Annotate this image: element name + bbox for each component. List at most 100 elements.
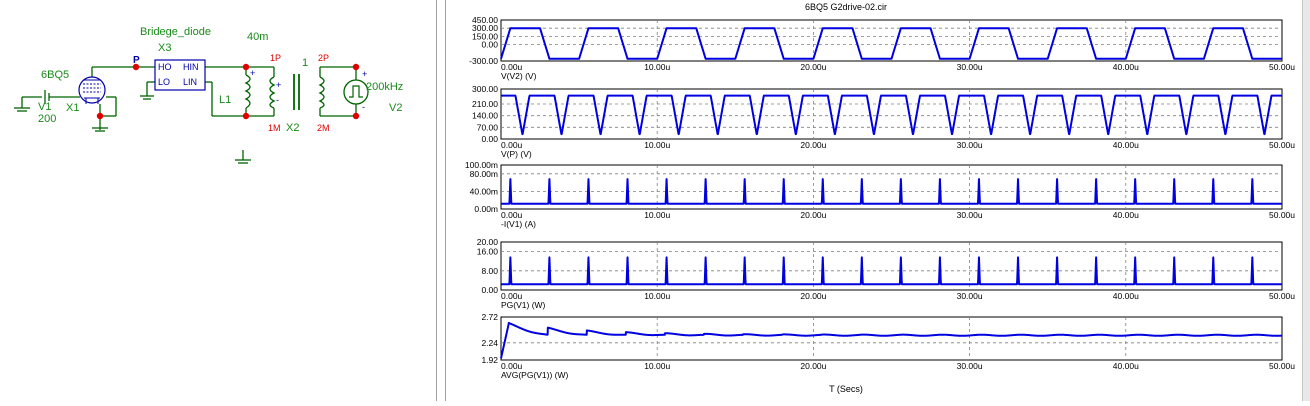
series-label: AVG(PG(V1)) (W) — [501, 370, 569, 380]
vertical-scrollbar[interactable] — [1302, 0, 1310, 401]
waveform-trace — [500, 256, 1283, 286]
y-tick-label: 140.00 — [472, 111, 498, 121]
waveform-trace — [500, 27, 1283, 60]
x-tick-label: 0.00u — [501, 210, 523, 220]
inductor-l1-icon[interactable] — [244, 74, 251, 109]
x-axis-label: T (Secs) — [829, 384, 863, 394]
x-tick-label: 10.00u — [644, 62, 670, 72]
x-tick-label: 50.00u — [1269, 291, 1295, 301]
l1-plus-label: + — [250, 68, 255, 78]
x-tick-label: 40.00u — [1113, 210, 1139, 220]
xfmr-1m-label: 1M — [268, 123, 281, 133]
schematic-canvas[interactable]: 6BQ5 X1 V1 200 Bridege_diode X3 40m L1 1… — [0, 0, 436, 401]
inductor-ref-label: L1 — [219, 94, 231, 106]
x-tick-label: 0.00u — [501, 361, 523, 371]
xfmr-pri-minus-label: - — [276, 95, 279, 105]
y-tick-label: 8.00 — [481, 266, 498, 276]
y-tick-label: 0.00 — [481, 40, 498, 50]
x-tick-label: 50.00u — [1269, 361, 1295, 371]
transient-plot-area[interactable]: 6BQ5 G2drive-02.cir 450.00300.00150.000.… — [446, 0, 1302, 401]
pulse-source-v2-icon[interactable] — [343, 79, 369, 105]
xfmr-2p-label: 2P — [318, 53, 329, 63]
plot-frame — [500, 241, 1283, 291]
transformer-x2-icon[interactable] — [269, 74, 325, 110]
node-p-label: P — [133, 55, 140, 66]
y-tick-label: 1.92 — [481, 355, 498, 365]
schematic-panel[interactable]: 6BQ5 X1 V1 200 Bridege_diode X3 40m L1 1… — [0, 0, 436, 401]
x-tick-label: 10.00u — [644, 361, 670, 371]
pin-hin-label: HIN — [183, 62, 199, 72]
y-tick-label: 450.00 — [472, 15, 498, 25]
junction-dots — [96, 63, 360, 120]
xfmr-2m-label: 2M — [317, 123, 330, 133]
y-tick-label: 40.00m — [470, 186, 498, 196]
waveform-trace — [500, 94, 1283, 136]
x-tick-label: 30.00u — [957, 361, 983, 371]
x-tick-label: 50.00u — [1269, 140, 1295, 150]
v1-name-label: V1 — [38, 101, 51, 113]
x-tick-label: 20.00u — [800, 62, 826, 72]
xfmr-ratio-label: 1 — [302, 57, 308, 69]
x-tick-label: 20.00u — [800, 140, 826, 150]
series-label: V(V2) (V) — [501, 71, 537, 81]
x-tick-label: 50.00u — [1269, 210, 1295, 220]
y-tick-label: 2.72 — [481, 312, 498, 322]
y-tick-label: 210.00 — [472, 99, 498, 109]
tube-ref-label: X1 — [66, 102, 79, 114]
bridge-model-label: Bridege_diode — [140, 26, 211, 38]
x-tick-label: 10.00u — [644, 291, 670, 301]
pin-ho-label: HO — [158, 62, 172, 72]
tube-6bq5-icon[interactable] — [78, 76, 106, 104]
y-tick-label: 70.00 — [477, 122, 499, 132]
splitter-bar[interactable] — [436, 0, 446, 401]
series-label: PG(V1) (W) — [501, 300, 546, 310]
x-tick-label: 40.00u — [1113, 62, 1139, 72]
y-tick-label: 2.24 — [481, 338, 498, 348]
y-tick-label: -300.00 — [469, 56, 498, 66]
x-tick-label: 20.00u — [800, 361, 826, 371]
x-tick-label: 0.00u — [501, 140, 523, 150]
y-tick-label: 0.00m — [474, 204, 498, 214]
x-tick-label: 30.00u — [957, 291, 983, 301]
v2-name-label: V2 — [389, 102, 402, 114]
tube-model-label: 6BQ5 — [41, 69, 69, 81]
x-tick-label: 20.00u — [800, 291, 826, 301]
plot-frame — [500, 316, 1283, 361]
pin-lo-label: LO — [158, 77, 170, 87]
x-tick-label: 10.00u — [644, 210, 670, 220]
v2-minus-label: - — [362, 102, 365, 112]
y-tick-label: 300.00 — [472, 84, 498, 94]
y-tick-label: 20.00 — [477, 237, 499, 247]
x-tick-label: 40.00u — [1113, 361, 1139, 371]
series-label: V(P) (V) — [501, 149, 532, 159]
y-tick-label: 0.00 — [481, 134, 498, 144]
x-tick-label: 30.00u — [957, 62, 983, 72]
bridge-ref-label: X3 — [158, 42, 171, 54]
bridge-diode-box[interactable] — [154, 59, 206, 91]
plot-window[interactable]: 6BQ5 G2drive-02.cir 450.00 300.00 150.00 0.… — [446, 0, 1302, 401]
v2-freq-label: 200kHz — [366, 81, 403, 93]
waveform-trace — [500, 178, 1283, 205]
x-tick-label: 30.00u — [957, 140, 983, 150]
v1-value-label: 200 — [38, 113, 56, 125]
v2-plus-label: + — [362, 69, 367, 79]
x-tick-label: 10.00u — [644, 140, 670, 150]
xfmr-pri-plus-label: + — [276, 80, 281, 90]
x-tick-label: 0.00u — [501, 291, 523, 301]
chart-panel-5[interactable]: 2.72 2.24 1.920.00u 10.00u 20.00u 30.00u 40.00… — [481, 312, 1295, 380]
x-tick-label: 30.00u — [957, 210, 983, 220]
y-tick-label: 300.00 — [472, 23, 498, 33]
x-tick-label: 50.00u — [1269, 62, 1295, 72]
plot-frame — [500, 19, 1283, 62]
xfmr-ref-label: X2 — [286, 122, 299, 134]
y-tick-label: 80.00m — [470, 169, 498, 179]
plot-title: 6BQ5 G2drive-02.cir — [805, 2, 887, 12]
pin-lin-label: LIN — [183, 77, 197, 87]
series-label: -I(V1) (A) — [501, 219, 536, 229]
x-tick-label: 40.00u — [1113, 291, 1139, 301]
y-tick-label: 150.00 — [472, 31, 498, 41]
